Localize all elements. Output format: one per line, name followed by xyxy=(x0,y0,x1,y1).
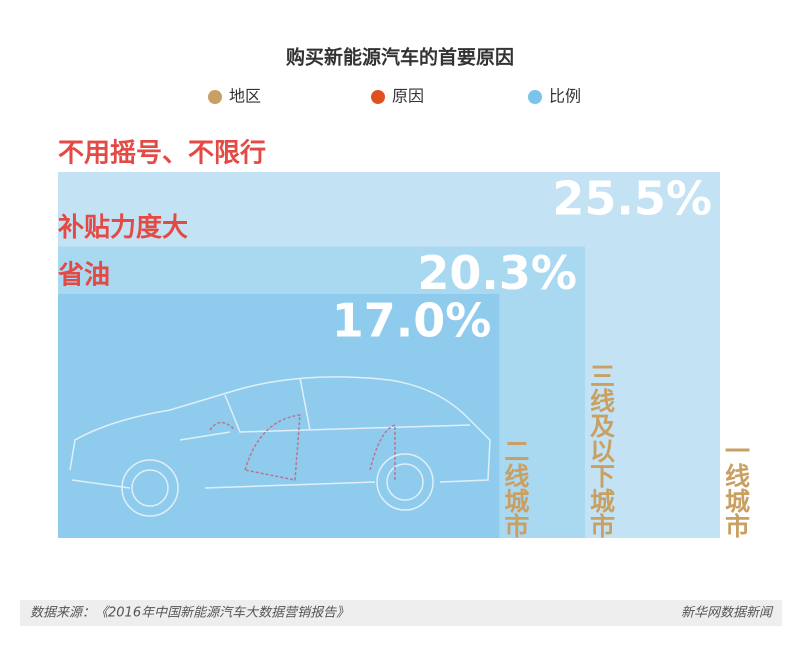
region-label: 三线及以下城市 xyxy=(587,363,616,538)
credit: 新华网数据新闻 xyxy=(681,606,774,621)
legend-label: 比例 xyxy=(549,87,581,106)
legend-swatch xyxy=(371,90,385,104)
footer-bar xyxy=(20,600,782,626)
region-label: 二线城市 xyxy=(501,438,530,538)
region-label: 一线城市 xyxy=(722,438,751,538)
reason-label: 省油 xyxy=(57,261,110,291)
area-rect xyxy=(58,294,500,538)
legend-swatch xyxy=(208,90,222,104)
chart-title: 购买新能源汽车的首要原因 xyxy=(286,46,514,69)
car-illustration xyxy=(69,376,491,517)
source: 数据来源：《2016年中国新能源汽车大数据营销报告》 xyxy=(30,606,349,621)
legend-label: 地区 xyxy=(229,87,261,106)
value-label: 20.3% xyxy=(417,246,577,300)
reason-label: 补贴力度大 xyxy=(58,212,188,243)
legend-swatch xyxy=(528,90,542,104)
value-label: 25.5% xyxy=(552,172,712,226)
reason-label: 不用摇号、不限行 xyxy=(58,138,266,169)
legend-label: 原因 xyxy=(392,87,424,106)
value-label: 17.0% xyxy=(332,294,492,348)
